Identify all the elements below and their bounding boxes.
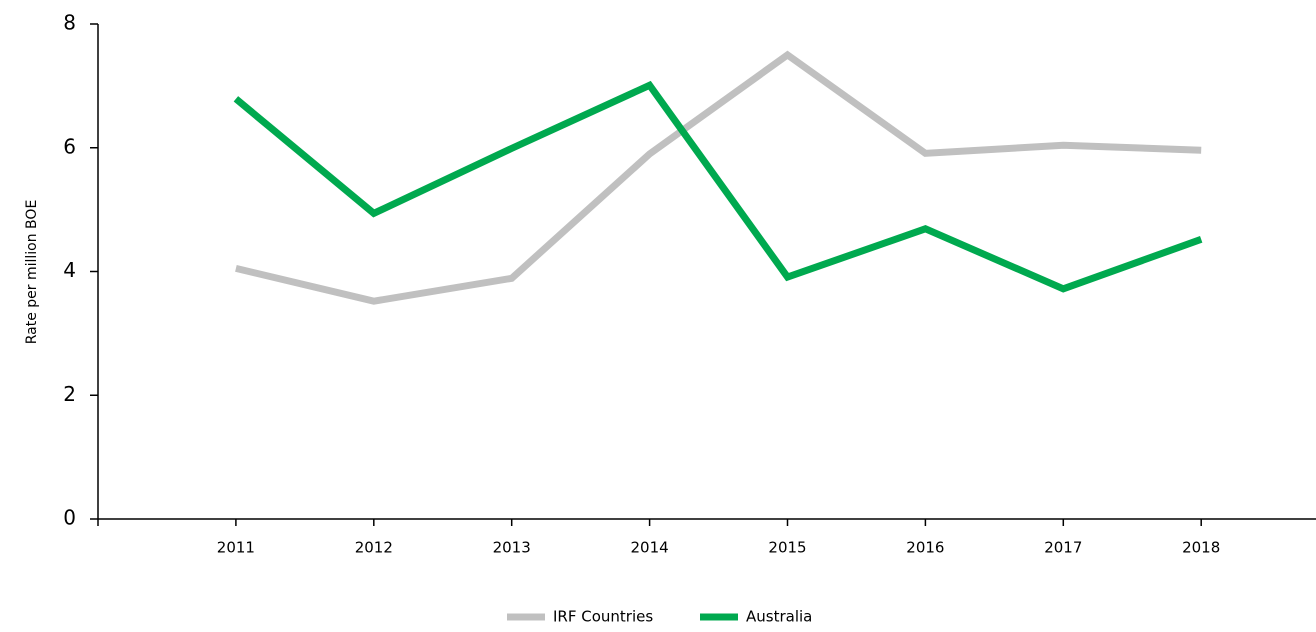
- y-tick-label: 6: [63, 134, 76, 158]
- y-tick-label: 2: [63, 382, 76, 406]
- x-tick-label: 2016: [906, 539, 944, 557]
- legend-label: Australia: [746, 608, 812, 626]
- x-tick-label: 2014: [631, 539, 669, 557]
- x-tick-label: 2018: [1182, 539, 1220, 557]
- x-tick-label: 2012: [355, 539, 393, 557]
- x-tick-label: 2013: [493, 539, 531, 557]
- y-tick-label: 4: [63, 258, 76, 282]
- y-tick-label: 8: [63, 11, 76, 35]
- x-tick-label: 2017: [1044, 539, 1082, 557]
- y-tick-label: 0: [63, 506, 76, 530]
- y-axis-label: Rate per million BOE: [24, 200, 40, 345]
- x-tick-label: 2011: [217, 539, 255, 557]
- series-line: [235, 50, 1202, 305]
- legend-label: IRF Countries: [553, 608, 653, 626]
- x-tick-label: 2015: [768, 539, 806, 557]
- series-line: [233, 80, 1203, 293]
